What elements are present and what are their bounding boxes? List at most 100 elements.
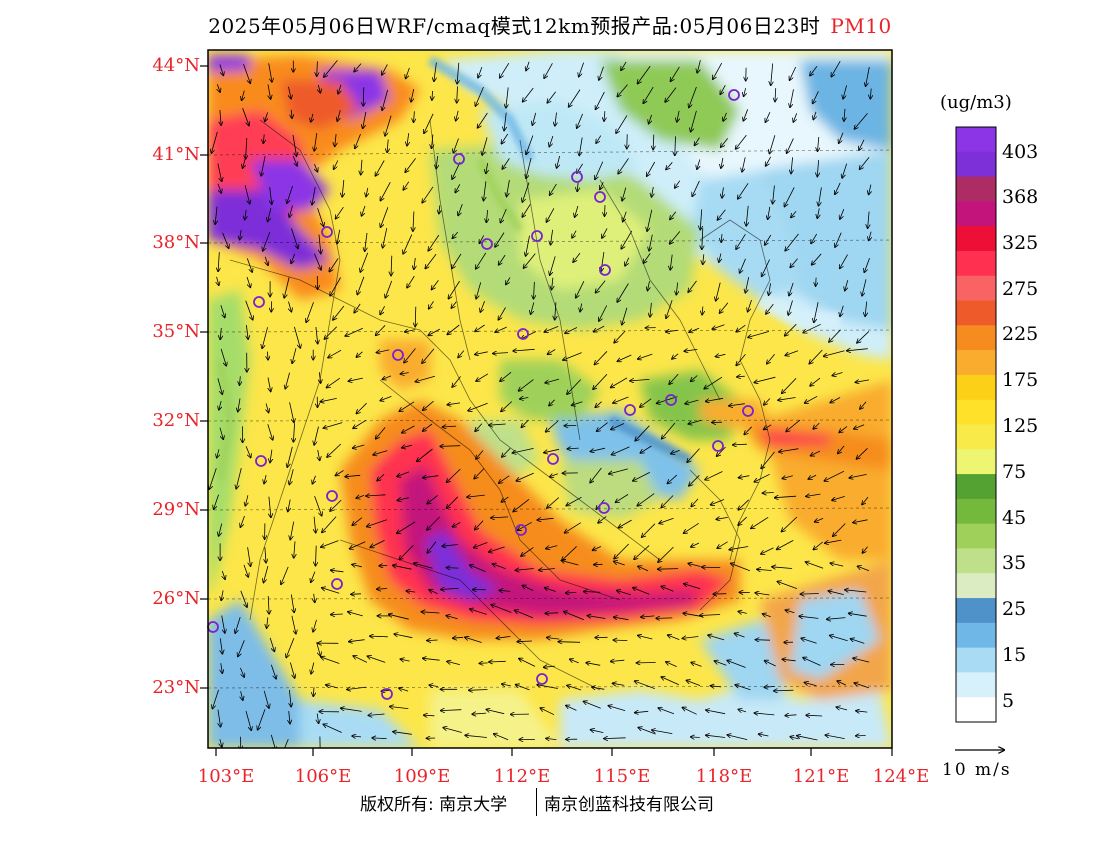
wind-arrow: [754, 376, 776, 382]
wind-arrow: [370, 636, 388, 637]
legend-swatch: [956, 449, 996, 475]
wind-arrow: [652, 730, 673, 734]
wind-arrow: [330, 499, 342, 511]
wind-arrow: [617, 354, 632, 361]
legend-label: 45: [1002, 507, 1027, 529]
wind-arrow: [839, 426, 848, 432]
wind-arrow: [784, 187, 795, 206]
wind-arrow: [580, 303, 582, 312]
wind-arrow: [614, 561, 625, 566]
wind-arrow: [314, 495, 322, 516]
wind-arrow: [596, 135, 602, 144]
wind-arrow: [294, 326, 300, 348]
legend-swatch: [956, 399, 996, 425]
wind-arrow: [613, 640, 628, 641]
wind-arrow: [476, 373, 489, 381]
wind-arrow: [817, 208, 819, 218]
lon-label: 121°E: [792, 766, 850, 787]
wind-arrow: [347, 687, 367, 689]
legend-swatch: [956, 201, 996, 227]
wind-arrow: [245, 300, 253, 320]
wind-arrow: [592, 687, 605, 689]
wind-arrow: [238, 398, 240, 412]
wind-arrow: [475, 352, 488, 355]
wind-arrow: [555, 112, 557, 126]
wind-arrow: [635, 711, 649, 712]
wind-arrow: [220, 638, 222, 654]
wind-arrow: [682, 708, 697, 715]
wind-arrow: [717, 541, 728, 548]
wind-arrow: [318, 449, 320, 461]
wind-arrow: [617, 591, 631, 596]
wind-arrow: [849, 474, 867, 478]
wind-arrow: [790, 66, 797, 80]
wind-arrow: [219, 523, 223, 536]
wind-arrow: [785, 323, 797, 336]
wind-arrow: [638, 65, 651, 84]
wind-arrow: [855, 380, 870, 382]
wind-arrow: [312, 186, 316, 205]
wind-arrow: [414, 563, 433, 569]
wind-arrow: [424, 715, 435, 716]
wind-arrow: [837, 681, 846, 686]
wind-arrow: [314, 163, 317, 172]
wind-arrow: [403, 181, 410, 190]
wind-arrow: [717, 209, 726, 220]
wind-arrow: [314, 133, 318, 151]
wind-arrow: [830, 635, 848, 642]
wind-arrow: [313, 687, 314, 696]
wind-arrow: [219, 64, 224, 76]
wind-arrow: [502, 684, 511, 686]
legend-swatch: [956, 275, 996, 302]
wind-arrow: [289, 711, 290, 724]
wind-arrow: [782, 659, 796, 661]
wind-arrow: [385, 280, 393, 298]
wind-arrow: [217, 84, 220, 92]
wind-arrow: [830, 563, 844, 567]
wind-arrow: [785, 715, 797, 716]
wind-arrow: [432, 90, 433, 100]
wind-arrow: [670, 254, 672, 270]
wind-arrow: [824, 350, 845, 357]
wind-arrow: [499, 590, 511, 591]
wind-arrow: [241, 691, 243, 700]
legend-swatch: [956, 697, 996, 723]
wind-arrow: [810, 66, 818, 75]
wind-arrow: [825, 539, 842, 543]
wind-arrow: [806, 562, 824, 569]
wind-arrow: [452, 161, 461, 179]
legend-label: 25: [1002, 598, 1027, 620]
wind-arrow: [407, 275, 415, 288]
wind-arrow: [721, 157, 723, 168]
wind-arrow: [324, 60, 338, 77]
wind-arrow: [516, 472, 534, 481]
wind-arrow: [695, 137, 700, 146]
legend-swatch: [956, 523, 996, 549]
wind-arrow: [703, 254, 704, 264]
wind-arrow: [491, 605, 512, 613]
wind-arrow: [782, 476, 793, 479]
wind-arrow: [432, 280, 439, 289]
wind-arrow: [708, 635, 725, 641]
wind-arrow: [720, 302, 729, 313]
wind-arrow: [318, 84, 320, 93]
wind-arrow: [243, 564, 248, 577]
wind-arrow: [270, 449, 272, 463]
wind-arrow: [721, 233, 722, 242]
wind-arrow: [403, 234, 413, 254]
wind-arrow: [785, 233, 799, 251]
legend-label: 125: [1002, 415, 1039, 437]
wind-arrow: [394, 634, 413, 639]
lon-label: 106°E: [294, 766, 352, 787]
legend-label: 368: [1002, 186, 1039, 208]
wind-arrow: [415, 306, 416, 327]
wind-arrow: [289, 205, 293, 218]
legend-swatch: [956, 325, 996, 351]
wind-arrow: [738, 612, 747, 614]
wind-arrow: [291, 615, 296, 634]
wind-arrow: [319, 372, 320, 383]
wind-arrow: [579, 62, 584, 77]
wind-arrow: [220, 305, 225, 317]
wind-arrow: [402, 425, 415, 433]
wind-arrow: [633, 472, 650, 481]
